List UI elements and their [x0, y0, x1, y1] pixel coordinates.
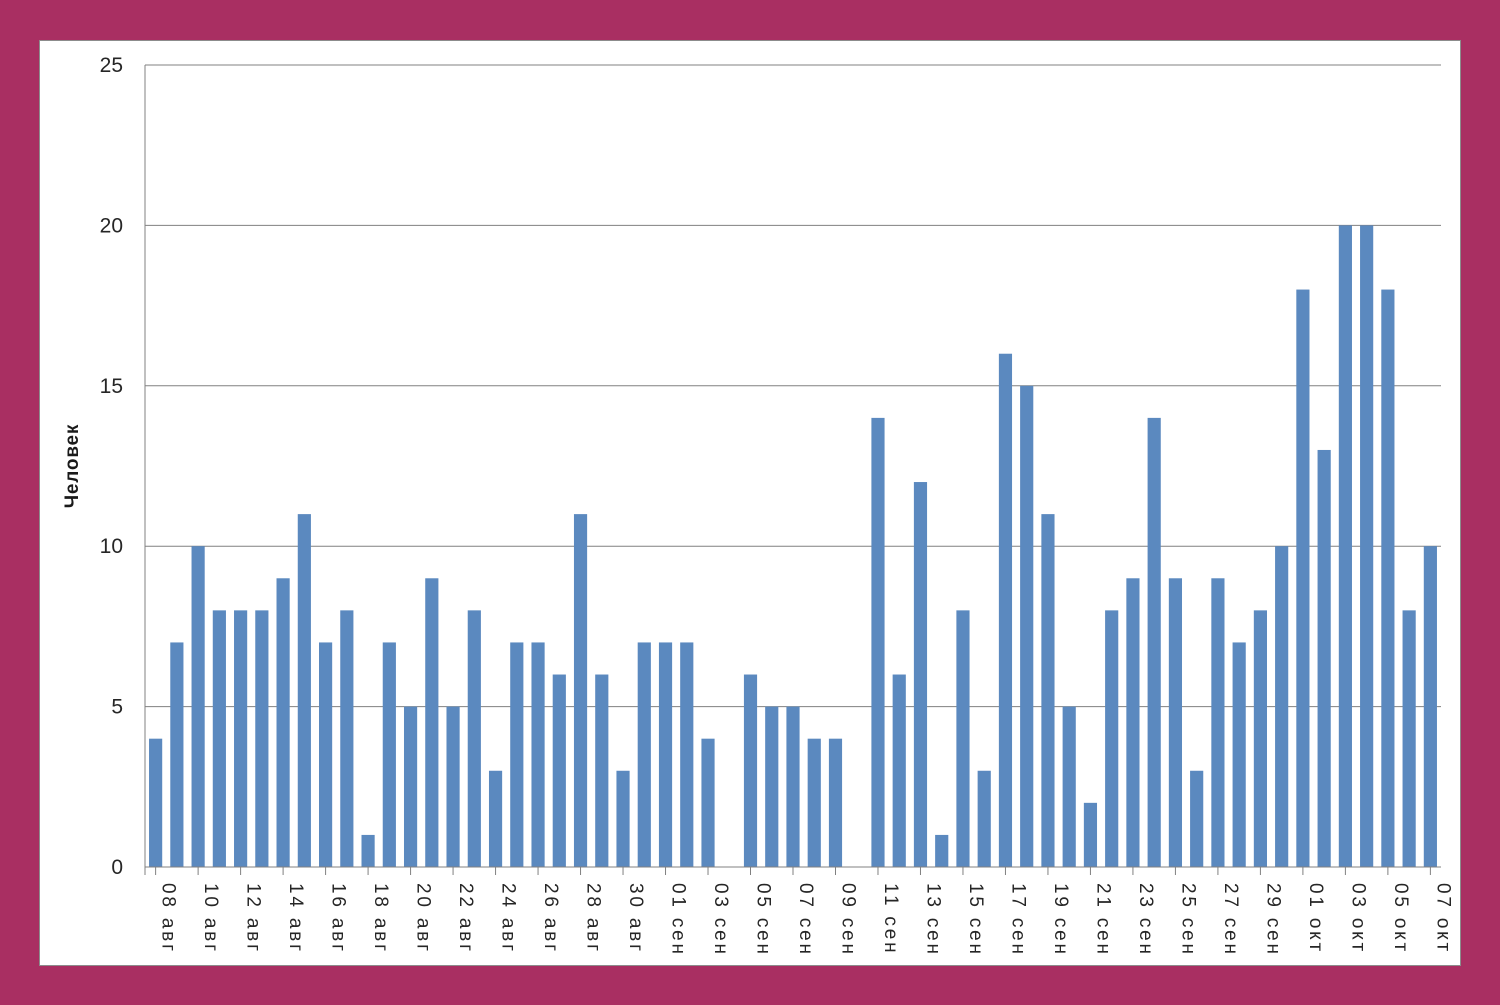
svg-text:23 сен: 23 сен — [1135, 883, 1156, 957]
svg-text:13 сен: 13 сен — [922, 883, 943, 957]
svg-text:03 окт: 03 окт — [1347, 883, 1368, 954]
svg-text:09 сен: 09 сен — [837, 883, 858, 957]
svg-text:05 сен: 05 сен — [753, 883, 774, 957]
svg-text:24 авг: 24 авг — [498, 883, 519, 954]
svg-text:19 сен: 19 сен — [1050, 883, 1071, 957]
svg-text:26 авг: 26 авг — [540, 883, 561, 954]
svg-text:25 сен: 25 сен — [1177, 883, 1198, 957]
svg-text:30 авг: 30 авг — [625, 883, 646, 954]
svg-text:17 сен: 17 сен — [1007, 883, 1028, 957]
svg-text:20: 20 — [100, 214, 123, 237]
svg-text:14 авг: 14 авг — [285, 883, 306, 954]
svg-text:01 сен: 01 сен — [668, 883, 689, 957]
svg-text:15: 15 — [100, 375, 123, 398]
svg-text:Человек: Человек — [62, 424, 83, 508]
svg-text:03 сен: 03 сен — [710, 883, 731, 957]
svg-text:01 окт: 01 окт — [1305, 883, 1326, 954]
svg-text:10 авг: 10 авг — [200, 883, 221, 954]
svg-text:07 сен: 07 сен — [795, 883, 816, 957]
svg-text:11 сен: 11 сен — [880, 883, 901, 955]
svg-text:20 авг: 20 авг — [413, 883, 434, 954]
svg-text:10: 10 — [100, 535, 123, 558]
svg-text:21 сен: 21 сен — [1092, 883, 1113, 957]
svg-text:27 сен: 27 сен — [1220, 883, 1241, 957]
svg-text:25: 25 — [100, 54, 123, 77]
svg-text:22 авг: 22 авг — [455, 883, 476, 954]
svg-text:05 окт: 05 окт — [1390, 883, 1411, 954]
svg-text:07 окт: 07 окт — [1432, 883, 1453, 954]
svg-text:12 авг: 12 авг — [243, 883, 264, 954]
svg-text:5: 5 — [111, 696, 123, 719]
svg-text:16 авг: 16 авг — [328, 883, 349, 954]
svg-text:15 сен: 15 сен — [965, 883, 986, 957]
svg-text:08 авг: 08 авг — [158, 883, 179, 954]
svg-text:28 авг: 28 авг — [583, 883, 604, 954]
svg-text:0: 0 — [111, 856, 123, 879]
svg-text:18 авг: 18 авг — [370, 883, 391, 954]
svg-text:29 сен: 29 сен — [1262, 883, 1283, 957]
